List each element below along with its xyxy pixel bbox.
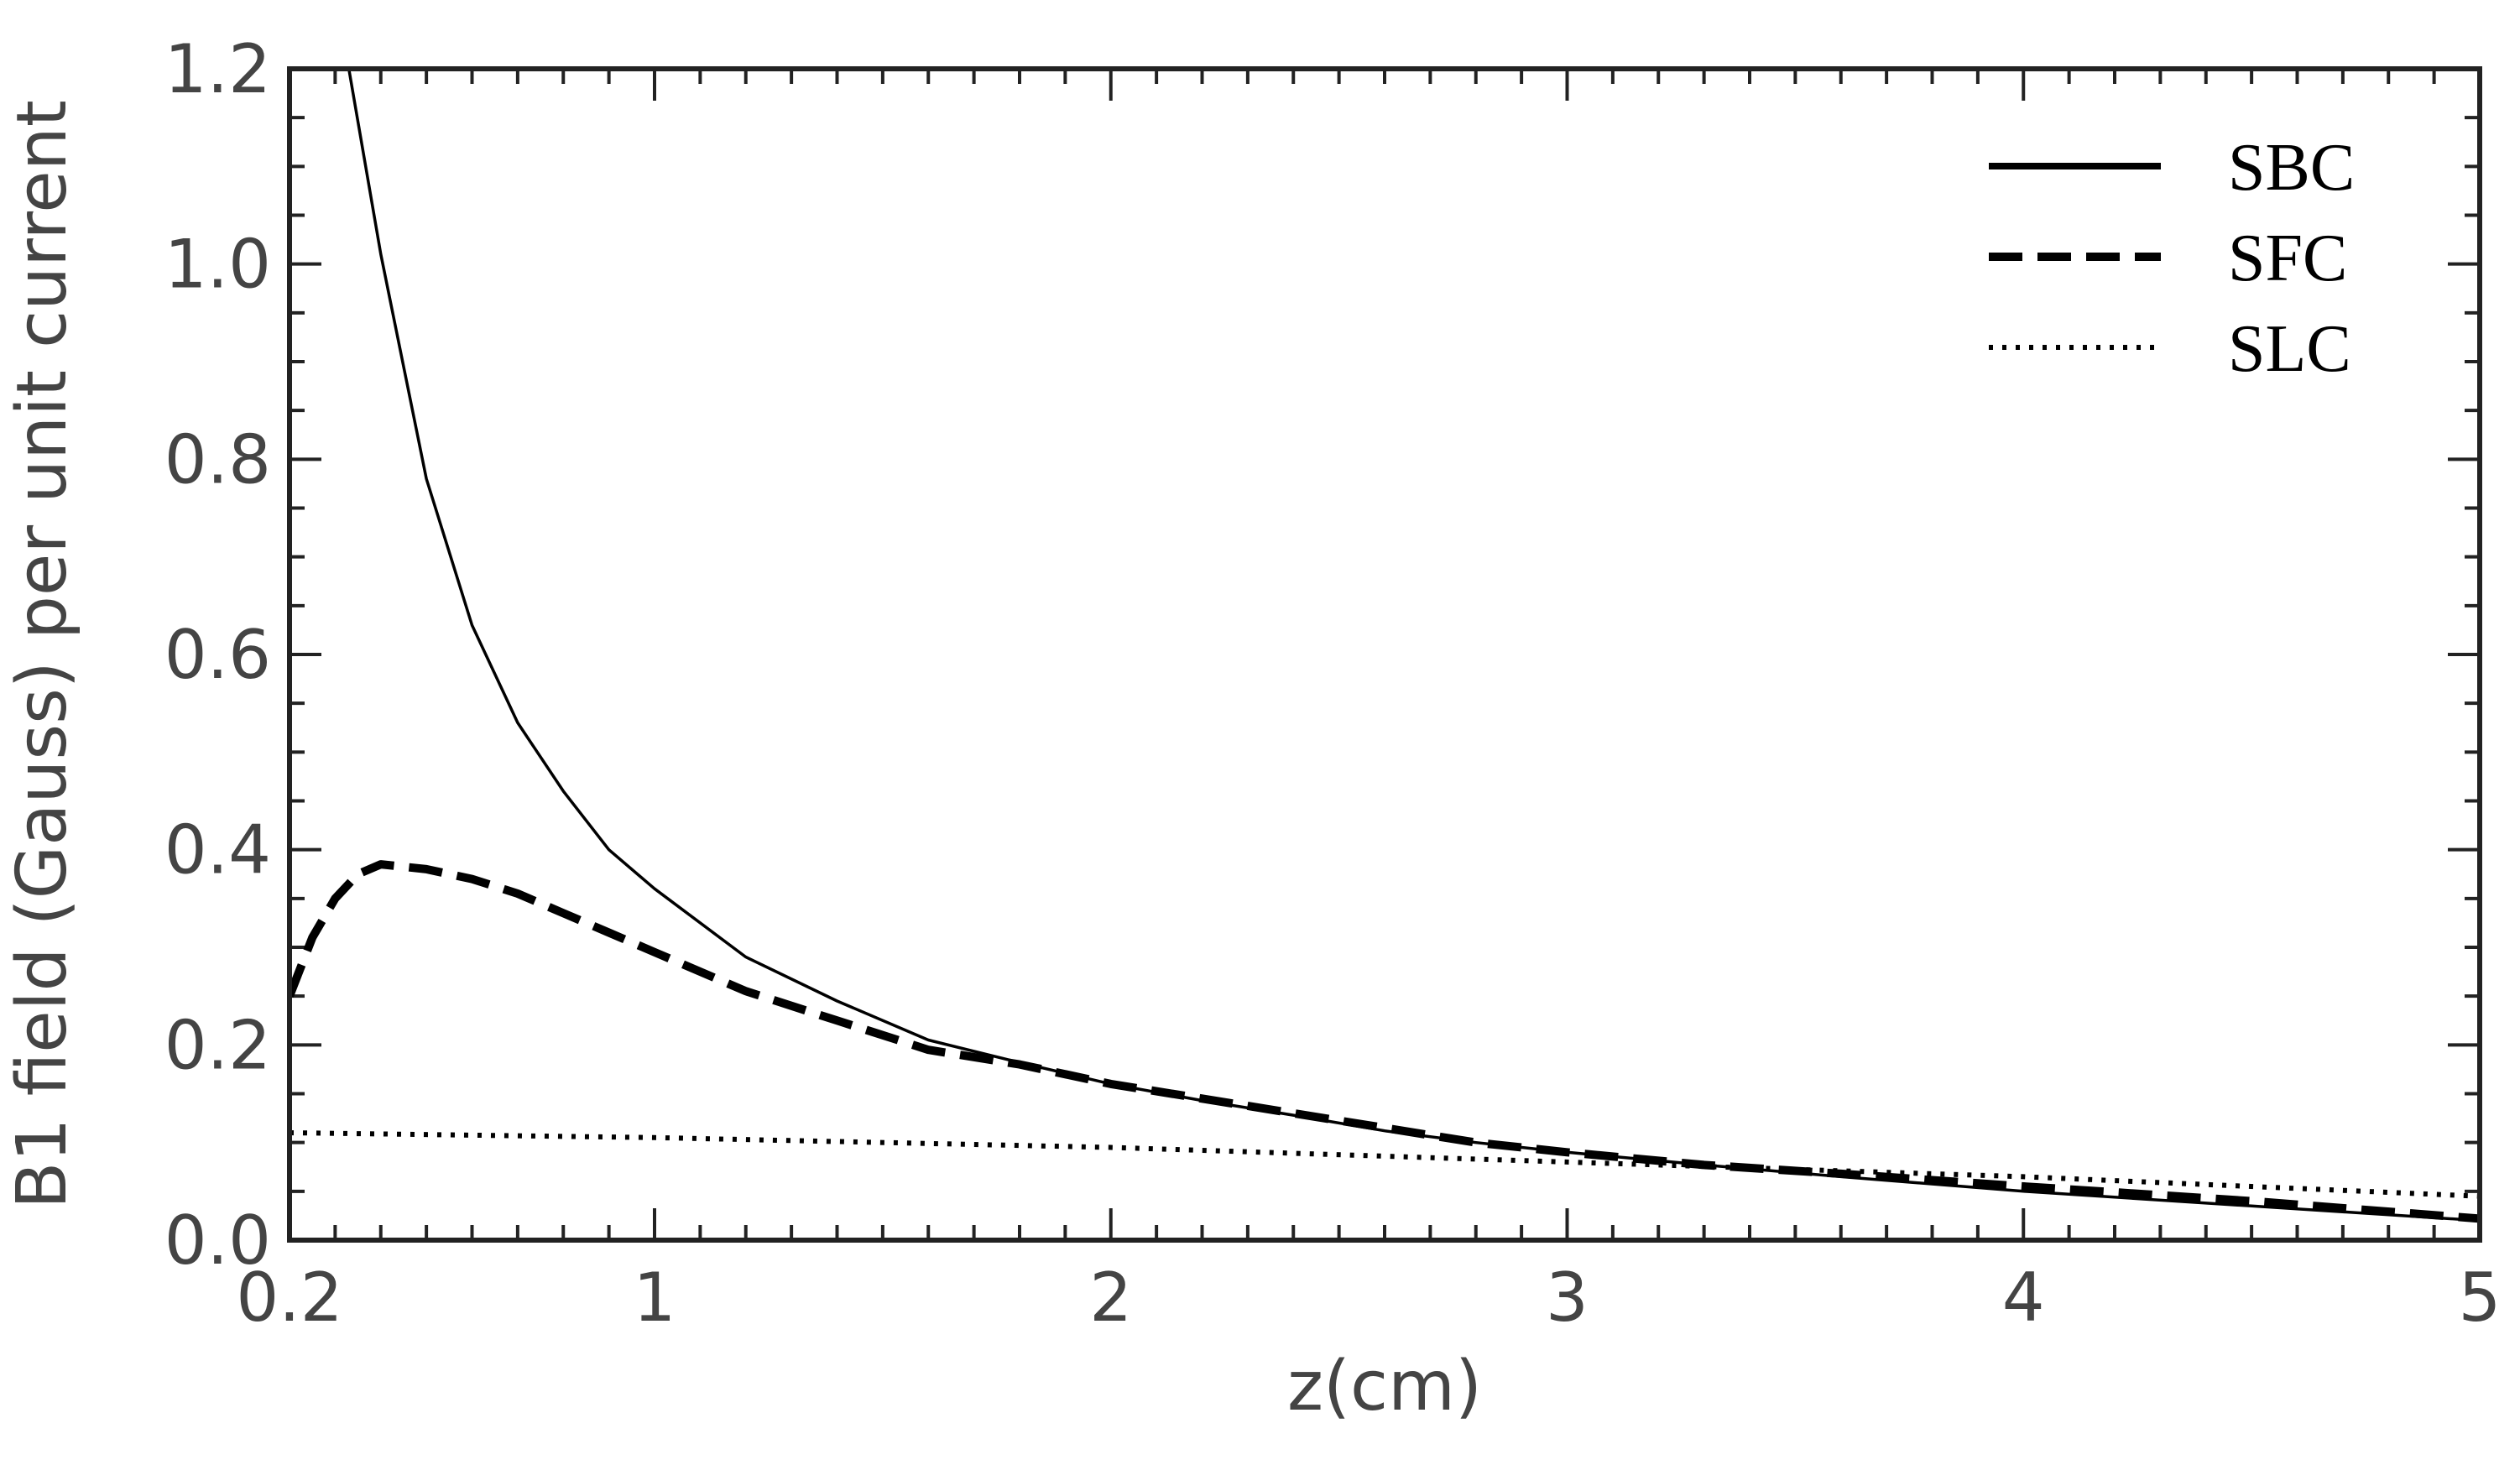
series-line-sbc xyxy=(347,69,2480,1223)
y-tick-label: 0.6 xyxy=(164,616,271,694)
legend: SBC SFC SLC xyxy=(1989,131,2355,386)
x-tick-label: 3 xyxy=(1546,1259,1589,1337)
y-axis-label: B1 field (Gauss) per unit current xyxy=(3,100,82,1209)
series-layer xyxy=(290,69,2480,1223)
y-tick-label: 0.8 xyxy=(164,420,271,498)
legend-label-slc: SLC xyxy=(2228,312,2351,386)
legend-label-sbc: SBC xyxy=(2228,131,2355,205)
y-tick-label: 1.0 xyxy=(164,226,271,304)
x-tick-label: 1 xyxy=(634,1259,676,1337)
tick-labels: 0.2 1 2 3 4 50.00.20.40.60.81.01.2 xyxy=(164,30,2502,1337)
x-tick-label: 0.2 xyxy=(236,1259,342,1337)
series-line-slc xyxy=(290,1130,2480,1199)
y-tick-label: 0.0 xyxy=(164,1202,271,1280)
y-tick-label: 0.4 xyxy=(164,811,271,889)
y-tick-label: 1.2 xyxy=(164,30,271,108)
x-tick-label: 4 xyxy=(2002,1259,2045,1337)
plot-frame xyxy=(287,66,2482,1243)
series-line-sfc xyxy=(290,860,2480,1223)
x-tick-label: 5 xyxy=(2459,1259,2502,1337)
x-tick-label: 2 xyxy=(1089,1259,1132,1337)
x-axis-label: z(cm) xyxy=(1287,1347,1482,1426)
axis-ticks xyxy=(288,67,2481,1242)
legend-label-sfc: SFC xyxy=(2228,222,2347,295)
y-tick-label: 0.2 xyxy=(164,1006,271,1084)
